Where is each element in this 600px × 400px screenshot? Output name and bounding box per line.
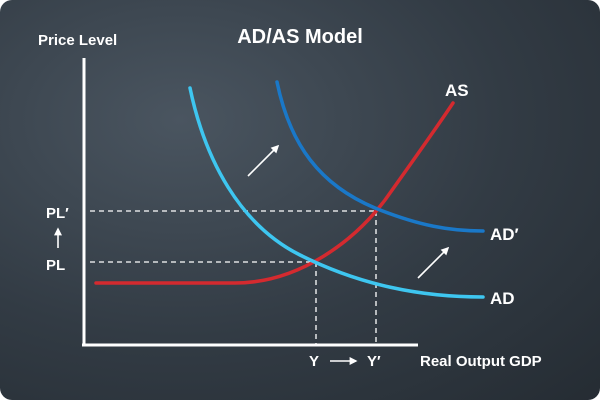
ad-shift-label: AD′ [490,225,519,244]
ad-label: AD [490,289,515,308]
price-level-label: PL [46,257,65,274]
output-label: Y [309,353,319,370]
ad-curve [188,86,485,299]
as-curve [94,101,455,285]
as-label: AS [445,81,469,100]
y-axis-label: Price Level [38,32,117,49]
x-axis-label: Real Output GDP [420,353,542,370]
output-new-label: Y′ [367,353,381,370]
diagram-title: AD/AS Model [237,26,363,48]
shift-arrow-icon [417,246,450,279]
price-level-new-label: PL′ [46,205,69,222]
shift-arrow-icon [247,144,280,177]
ad-shift-curve [275,80,485,233]
